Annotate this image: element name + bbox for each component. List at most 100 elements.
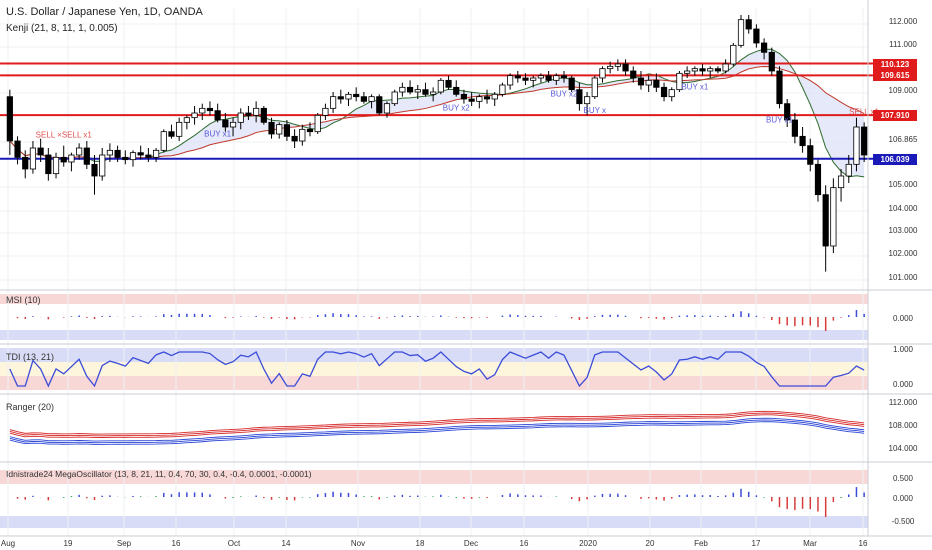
price-tick: 103.000	[889, 226, 918, 235]
mega-tick: 0.500	[893, 474, 914, 483]
candle-body	[607, 65, 614, 70]
candle-body	[360, 96, 367, 102]
candle-body	[52, 156, 60, 175]
candle-body	[668, 89, 675, 98]
level-tag-109615	[873, 70, 917, 81]
ranger-band	[9, 412, 865, 437]
time-tick: 16	[520, 539, 529, 548]
price-tick: 109.000	[889, 86, 918, 95]
candle-body	[784, 103, 791, 121]
candle-body	[637, 77, 645, 86]
ranger-band	[9, 414, 865, 439]
candle-body	[152, 149, 160, 158]
candle-body	[614, 63, 621, 67]
candle-body	[745, 19, 752, 30]
candle-body	[337, 96, 344, 100]
tdi-panel-title: TDI (13, 21)	[6, 352, 54, 362]
mega-overbought-zone	[0, 470, 868, 484]
signal-label: BUY x	[584, 106, 607, 115]
candle-body	[260, 107, 267, 123]
candle-body	[29, 147, 37, 170]
candle-body	[530, 77, 537, 81]
price-axis[interactable]: 112.000 111.000 109.000 106.865 105.000 …	[889, 17, 918, 282]
time-tick: Dec	[464, 539, 478, 548]
msi-overbought-zone	[0, 294, 868, 304]
candle-body	[791, 119, 798, 137]
time-tick: 16	[859, 539, 868, 548]
candle-body	[468, 98, 475, 102]
candle-body	[37, 147, 44, 156]
chart-series: SELL ×SELL x1 BUY x1 BUY x2 BUY x2 BUY x BUY …	[0, 15, 880, 517]
mega-panel-title: Idnistrade24 MegaOscillator (13, 8, 21, …	[6, 469, 312, 479]
candle-body	[114, 149, 121, 158]
candle-body	[368, 96, 375, 102]
candle-body	[83, 147, 90, 165]
candle-body	[583, 96, 591, 105]
time-tick: 19	[64, 539, 73, 548]
candle-body	[522, 77, 529, 81]
candle-body	[422, 89, 429, 95]
candle-body	[68, 154, 75, 163]
candle-body	[599, 68, 606, 79]
candle-body	[383, 103, 391, 114]
candle-body	[684, 70, 691, 74]
candle-body	[622, 63, 629, 72]
candle-body	[814, 163, 822, 196]
candle-body	[60, 156, 67, 163]
time-tick: Aug	[1, 539, 15, 548]
time-tick: Nov	[351, 539, 365, 548]
candle-body	[514, 75, 521, 79]
candle-body	[453, 86, 460, 95]
candle-body	[645, 79, 652, 86]
signal-label: BUY x1	[766, 115, 794, 124]
time-axis[interactable]: Aug 19 Sep 16 Oct 14 Nov 18 Dec 16 2020 20 Feb 17 Mar 1…	[1, 539, 868, 548]
candle-body	[753, 28, 760, 44]
candle-body	[14, 140, 21, 158]
candle-body	[253, 107, 260, 116]
msi-oversold-zone	[0, 330, 868, 340]
candle-body	[237, 112, 244, 123]
candle-body	[507, 75, 514, 86]
candle-body	[591, 77, 598, 98]
ranger-band	[9, 419, 865, 444]
candle-body	[537, 75, 544, 79]
candle-body	[168, 131, 175, 137]
candle-body	[799, 135, 806, 147]
candle-body	[691, 68, 698, 72]
candle-body	[714, 68, 722, 72]
ranger-tick: 112.000	[889, 398, 918, 407]
candle-body	[276, 124, 283, 135]
candle-body	[545, 75, 552, 81]
candle-body	[330, 96, 337, 109]
candle-body	[676, 72, 683, 91]
time-tick: Sep	[117, 539, 132, 548]
candle-body	[399, 86, 406, 93]
symbol-title: U.S. Dollar / Japanese Yen, 1D, OANDA	[6, 6, 204, 18]
candle-body	[445, 79, 452, 88]
candle-body	[807, 145, 814, 165]
signal-label: SELL ×SELL x1	[36, 131, 93, 140]
candle-body	[376, 96, 383, 114]
candle-body	[853, 126, 860, 165]
tdi-line	[9, 351, 865, 388]
time-tick: 16	[172, 539, 181, 548]
ranger-band	[9, 421, 865, 445]
candle-body	[822, 194, 829, 247]
candle-body	[761, 42, 768, 53]
tdi-tick: 0.000	[893, 380, 914, 389]
price-tick: 102.000	[889, 249, 918, 258]
candle-body	[91, 163, 98, 177]
grid-lines	[0, 8, 868, 536]
candle-body	[191, 112, 198, 119]
candle-body	[837, 175, 845, 189]
candle-body	[553, 75, 560, 81]
candle-body	[437, 79, 444, 93]
tdi-lower-zone	[0, 376, 868, 390]
candle-body	[660, 86, 668, 98]
candle-body	[406, 86, 414, 93]
candle-body	[322, 107, 329, 116]
tdi-mid-zone	[0, 362, 868, 376]
time-tick: 2020	[579, 539, 597, 548]
